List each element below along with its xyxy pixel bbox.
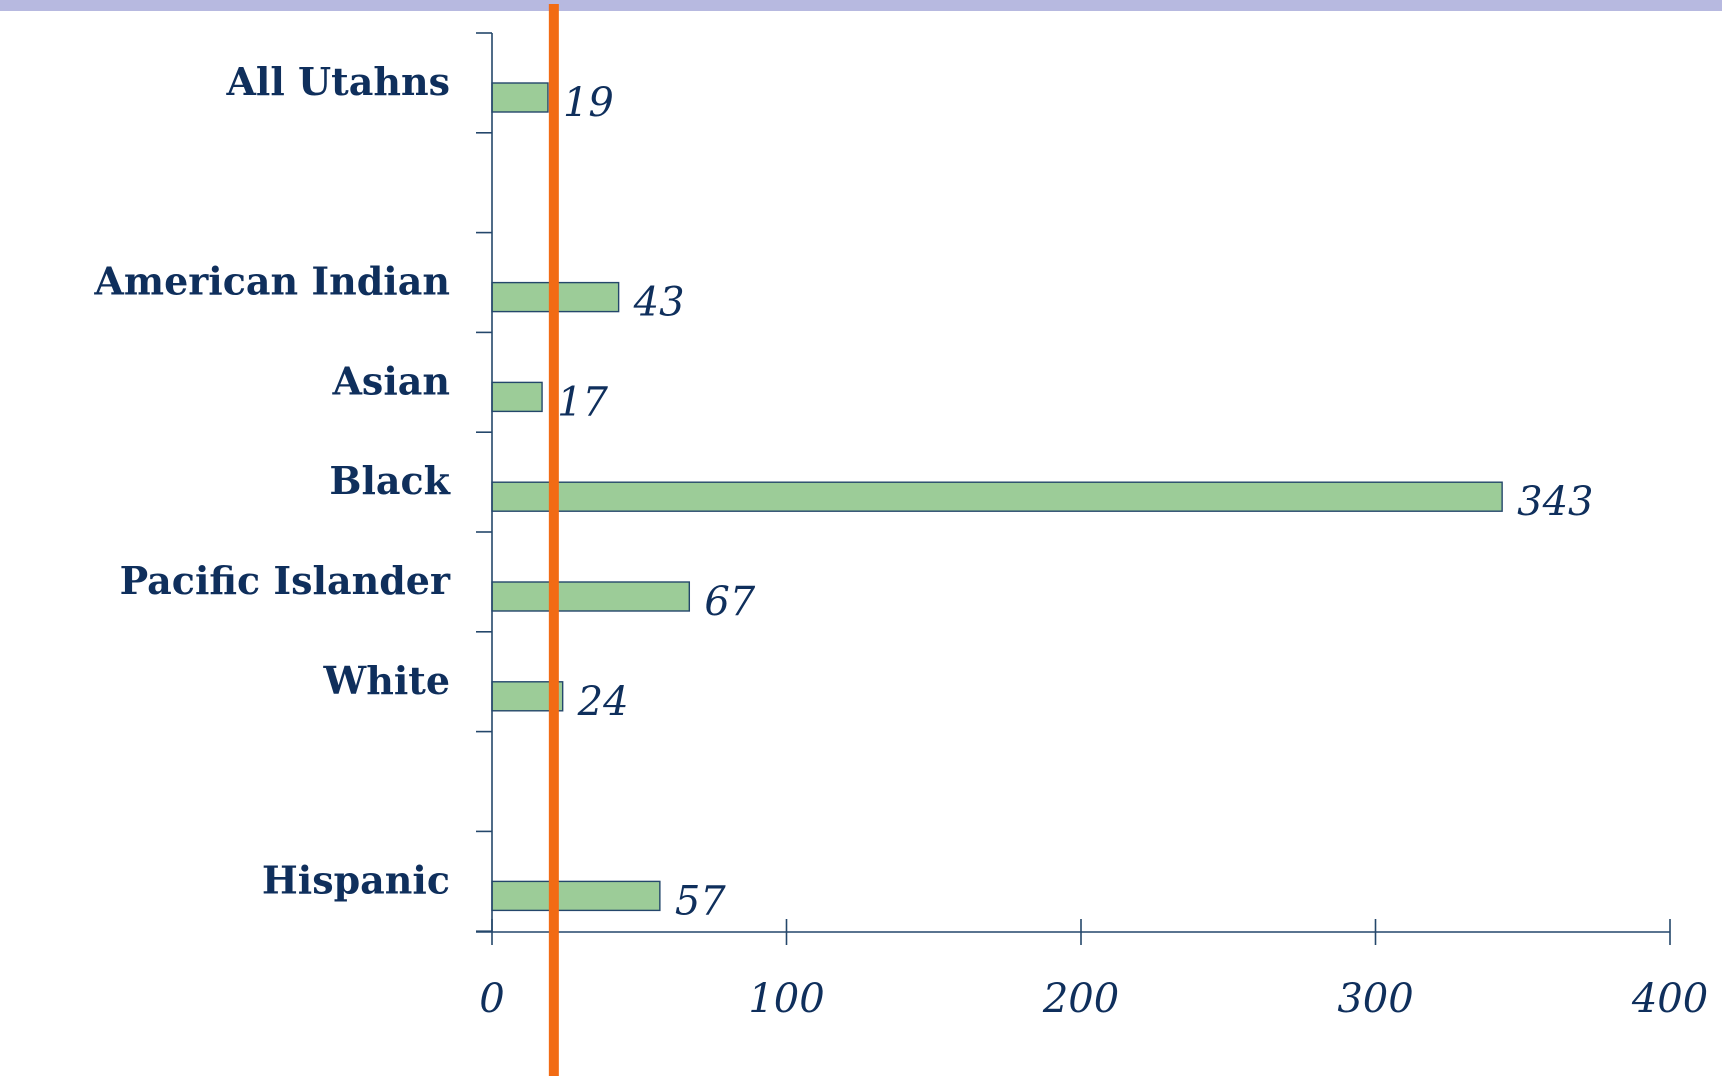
x-tick-label: 0 [479, 976, 504, 1022]
bar [491, 581, 691, 612]
category-label: Asian [331, 358, 450, 403]
data-label: 43 [633, 280, 685, 326]
top-band [0, 0, 1722, 11]
category-label: American Indian [93, 259, 450, 304]
data-label: 343 [1517, 479, 1593, 525]
x-tick-label: 300 [1337, 976, 1413, 1022]
category-label: Pacific Islander [120, 558, 451, 603]
bars [491, 82, 1503, 912]
category-ticks [476, 32, 492, 933]
category-label: Black [329, 458, 450, 503]
x-tick-label: 100 [748, 976, 824, 1022]
category-label: Hispanic [262, 857, 450, 902]
category-label: White [323, 658, 450, 703]
bar [491, 880, 661, 912]
axes [476, 33, 1671, 945]
data-label: 24 [577, 679, 629, 725]
data-label: 17 [557, 379, 608, 425]
bar [491, 381, 543, 413]
x-tick-label: 400 [1631, 976, 1708, 1022]
data-label: 67 [704, 579, 755, 625]
category-label: All Utahns [225, 59, 450, 104]
reference-layer [548, 4, 559, 1076]
data-label: 57 [675, 878, 726, 924]
bar [491, 481, 1503, 512]
reference-line [548, 4, 559, 1076]
labels: 0 100 200 300 400 All Utahns 19 American Indian… [93, 59, 1708, 1022]
bar [491, 82, 549, 113]
data-label: 19 [563, 80, 614, 126]
x-tick-label: 200 [1042, 976, 1119, 1022]
